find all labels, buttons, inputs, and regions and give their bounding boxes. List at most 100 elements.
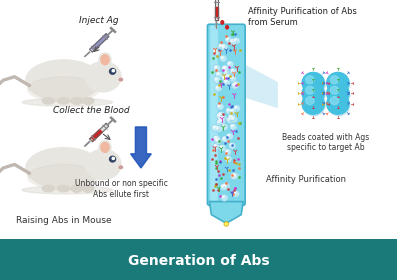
Circle shape	[229, 115, 232, 117]
Circle shape	[212, 125, 219, 132]
Circle shape	[222, 136, 229, 143]
Circle shape	[303, 74, 325, 95]
Circle shape	[229, 75, 237, 82]
Circle shape	[218, 121, 220, 123]
Circle shape	[216, 71, 223, 78]
Text: Affinity Purification: Affinity Purification	[266, 176, 346, 185]
Ellipse shape	[28, 77, 99, 102]
Circle shape	[328, 74, 350, 95]
Circle shape	[217, 73, 219, 75]
Circle shape	[216, 86, 218, 88]
Ellipse shape	[26, 60, 101, 101]
Ellipse shape	[101, 55, 109, 65]
Circle shape	[228, 62, 230, 64]
Circle shape	[231, 174, 234, 176]
Ellipse shape	[58, 185, 69, 192]
Ellipse shape	[26, 148, 101, 188]
Ellipse shape	[71, 185, 83, 192]
Circle shape	[327, 83, 349, 104]
Circle shape	[233, 37, 241, 44]
Ellipse shape	[101, 143, 109, 152]
Circle shape	[328, 95, 350, 116]
Circle shape	[231, 125, 233, 127]
Ellipse shape	[86, 102, 88, 104]
Ellipse shape	[42, 98, 54, 104]
Circle shape	[224, 184, 226, 186]
Circle shape	[223, 137, 225, 139]
Circle shape	[219, 144, 226, 151]
Circle shape	[213, 126, 215, 128]
Circle shape	[223, 66, 225, 69]
Circle shape	[217, 127, 219, 129]
Circle shape	[225, 36, 232, 43]
Polygon shape	[100, 123, 109, 132]
Ellipse shape	[71, 98, 83, 104]
FancyBboxPatch shape	[208, 24, 245, 205]
Circle shape	[220, 115, 227, 122]
Polygon shape	[90, 34, 109, 52]
Circle shape	[112, 157, 114, 160]
Circle shape	[229, 123, 237, 130]
Circle shape	[306, 86, 314, 94]
Polygon shape	[90, 130, 102, 142]
Circle shape	[110, 69, 116, 74]
Circle shape	[303, 95, 325, 116]
Ellipse shape	[119, 166, 123, 169]
Circle shape	[222, 66, 229, 73]
Circle shape	[213, 135, 220, 142]
Polygon shape	[210, 202, 243, 222]
Circle shape	[218, 111, 225, 118]
Circle shape	[221, 44, 228, 51]
Circle shape	[234, 39, 237, 41]
Circle shape	[229, 142, 236, 149]
Circle shape	[212, 143, 220, 150]
Circle shape	[223, 76, 225, 78]
Circle shape	[221, 123, 228, 130]
Ellipse shape	[75, 102, 78, 104]
Circle shape	[218, 114, 220, 116]
Circle shape	[330, 76, 339, 84]
FancyBboxPatch shape	[0, 239, 397, 280]
Circle shape	[225, 108, 233, 115]
Circle shape	[220, 146, 222, 148]
Polygon shape	[214, 0, 218, 7]
Ellipse shape	[85, 150, 121, 179]
Text: Inject Ag: Inject Ag	[79, 17, 119, 25]
Circle shape	[220, 119, 222, 121]
Circle shape	[215, 85, 222, 92]
Circle shape	[233, 83, 235, 86]
Ellipse shape	[99, 53, 111, 66]
Circle shape	[110, 156, 116, 162]
Ellipse shape	[75, 190, 78, 192]
Circle shape	[213, 65, 221, 72]
Circle shape	[233, 192, 236, 194]
Circle shape	[225, 71, 227, 73]
Ellipse shape	[221, 21, 224, 24]
FancyBboxPatch shape	[210, 25, 218, 200]
Polygon shape	[216, 20, 217, 28]
Ellipse shape	[77, 190, 79, 192]
Circle shape	[220, 55, 227, 62]
Circle shape	[226, 38, 229, 40]
Circle shape	[221, 194, 228, 201]
Circle shape	[226, 157, 228, 159]
Circle shape	[231, 69, 233, 71]
Ellipse shape	[90, 50, 92, 52]
Circle shape	[230, 173, 238, 180]
Circle shape	[306, 76, 314, 84]
Circle shape	[223, 76, 225, 78]
Circle shape	[231, 172, 239, 179]
Circle shape	[228, 118, 230, 120]
Ellipse shape	[85, 62, 121, 92]
Circle shape	[222, 65, 229, 72]
Circle shape	[231, 76, 233, 79]
Text: Generation of Abs: Generation of Abs	[128, 254, 269, 268]
Circle shape	[327, 93, 349, 114]
Ellipse shape	[77, 102, 79, 104]
Ellipse shape	[22, 98, 113, 106]
Circle shape	[231, 82, 239, 89]
Circle shape	[214, 76, 221, 83]
Circle shape	[231, 109, 233, 111]
Circle shape	[229, 108, 237, 115]
Ellipse shape	[88, 190, 90, 192]
